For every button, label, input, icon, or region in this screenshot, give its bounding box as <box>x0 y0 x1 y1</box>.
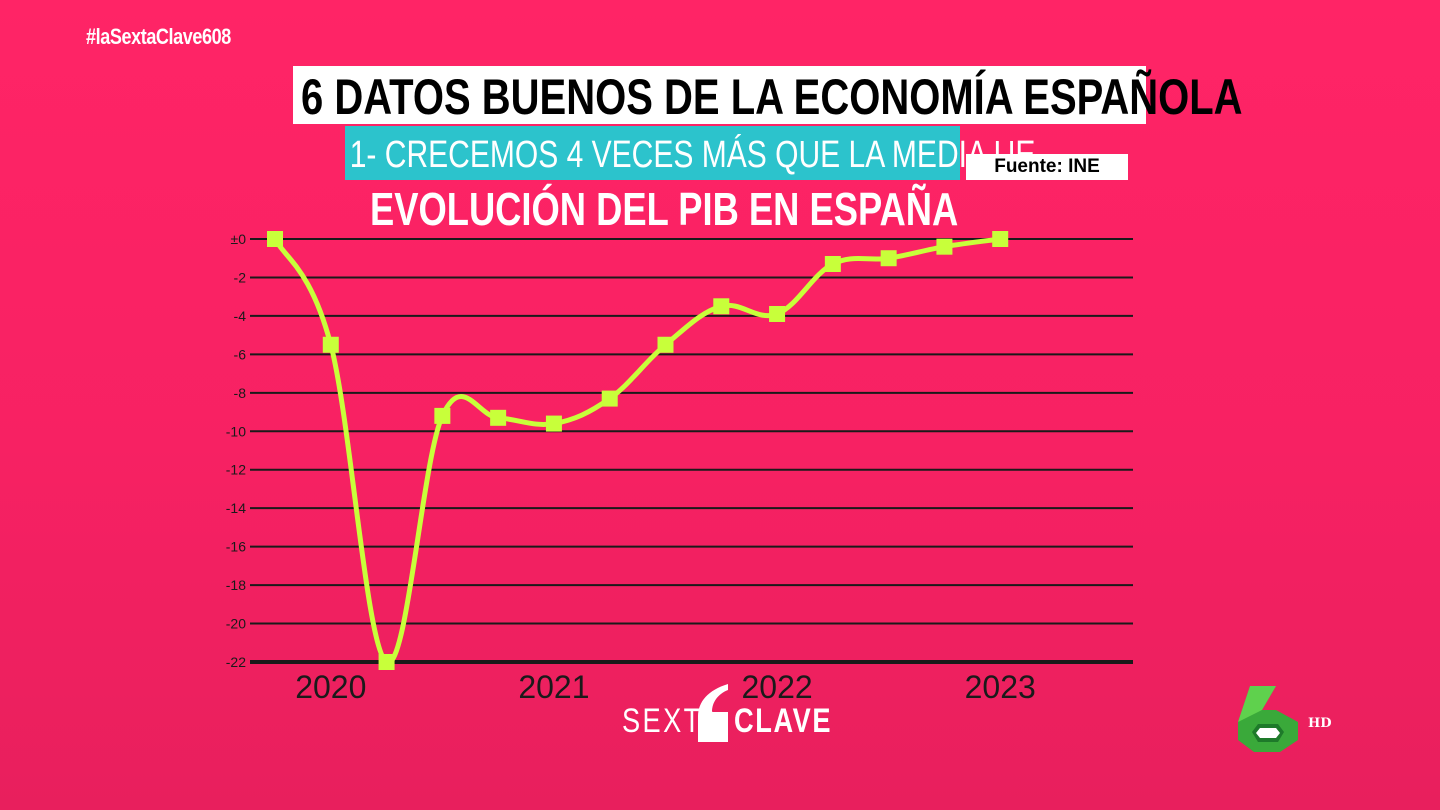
gdp-series-line <box>272 236 1003 665</box>
y-tick-label: -22 <box>226 654 246 670</box>
headline-title: 6 DATOS BUENOS DE LA ECONOMÍA ESPAÑOLA <box>301 69 1243 125</box>
y-tick-label: -4 <box>234 308 247 324</box>
data-point <box>601 390 618 407</box>
y-tick-label: -14 <box>226 500 246 516</box>
data-point <box>713 298 730 315</box>
data-point <box>824 255 841 272</box>
data-point <box>769 305 786 322</box>
headline-banner: 6 DATOS BUENOS DE LA ECONOMÍA ESPAÑOLA <box>293 66 1243 125</box>
y-tick-label: -2 <box>234 269 247 285</box>
data-point <box>322 336 339 353</box>
logo-mark-icon <box>698 684 728 742</box>
subtitle-banner: 1- CRECEMOS 4 VECES MÁS QUE LA MEDIA UE <box>345 126 1036 180</box>
data-point <box>434 407 451 424</box>
y-tick-label: -12 <box>226 462 246 478</box>
source-badge: Fuente: INE <box>966 154 1128 180</box>
subtitle-text: 1- CRECEMOS 4 VECES MÁS QUE LA MEDIA UE <box>349 134 1036 176</box>
sexta-clave-logo: SEXTA CLAVE <box>622 682 831 748</box>
y-tick-label: -6 <box>234 346 247 362</box>
data-point <box>267 231 283 247</box>
y-tick-label: -20 <box>226 616 246 632</box>
lasexta-6-logo-icon <box>1238 686 1298 752</box>
data-point <box>490 409 507 426</box>
y-axis-ticks: ±0 -2 -4 -6 -8 -10 -12 -14 -16 -18 -20 -22 <box>226 231 246 670</box>
data-point <box>545 415 562 432</box>
hd-badge: HD <box>1308 716 1332 731</box>
chart-title: EVOLUCIÓN DEL PIB EN ESPAÑA <box>370 183 959 235</box>
data-point <box>880 250 897 267</box>
logo-text-clave: CLAVE <box>734 702 833 740</box>
x-tick-label: 2023 <box>965 669 1036 705</box>
y-tick-label: -8 <box>234 385 247 401</box>
source-text: Fuente: INE <box>994 156 1100 177</box>
y-tick-label: -18 <box>226 577 246 593</box>
x-tick-label: 2022 <box>741 669 812 705</box>
data-point <box>992 231 1009 247</box>
data-point <box>657 336 674 353</box>
x-axis-ticks: 2020 2021 2022 2023 <box>295 669 1036 705</box>
y-tick-label: -10 <box>226 423 246 439</box>
x-tick-label: 2021 <box>518 669 589 705</box>
grid-lines <box>250 238 1133 664</box>
data-point <box>378 654 395 670</box>
x-tick-label: 2020 <box>295 669 366 705</box>
hashtag: #laSextaClave608 <box>86 24 231 49</box>
y-tick-label: -16 <box>226 539 246 555</box>
data-point <box>936 238 953 255</box>
gdp-series-points <box>267 231 1009 670</box>
y-tick-label: ±0 <box>231 231 247 247</box>
